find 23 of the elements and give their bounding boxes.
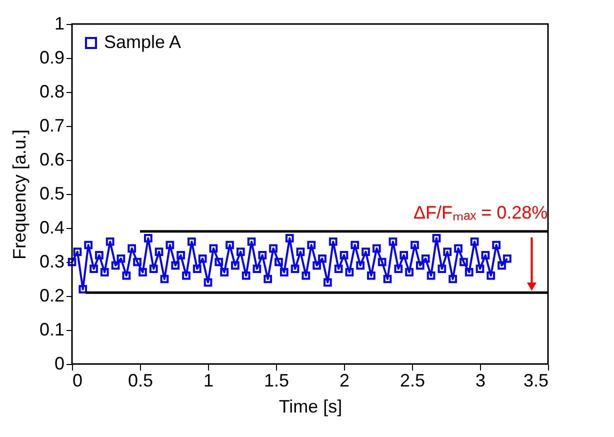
x-tick-label: 2 <box>339 370 350 390</box>
x-tick-label: 3.5 <box>523 370 548 390</box>
y-tick-label: 0.3 <box>39 252 64 272</box>
x-tick-label: 0 <box>72 370 83 390</box>
y-tick-label: 0.5 <box>39 184 64 204</box>
y-tick-label: 0.6 <box>39 150 64 170</box>
y-tick-label: 0.7 <box>39 116 64 136</box>
x-tick-label: 2.5 <box>400 370 426 390</box>
x-axis-title: Time [s] <box>278 396 342 416</box>
y-tick-label: 0.9 <box>39 48 64 68</box>
y-axis-title: Frequency [a.u.] <box>9 129 30 260</box>
x-tick-label: 0.5 <box>128 370 154 390</box>
x-tick-label: 3 <box>475 370 486 390</box>
y-tick-label: 0 <box>54 354 64 374</box>
x-tick-label: 1.5 <box>264 370 290 390</box>
y-tick-label: 0.4 <box>39 218 64 238</box>
y-tick-label: 0.8 <box>39 82 64 102</box>
y-tick-label: 1 <box>54 14 64 34</box>
y-tick-label: 0.2 <box>39 286 64 306</box>
y-tick-label: 0.1 <box>39 320 64 340</box>
legend-label: Sample A <box>104 32 182 52</box>
annotation: ΔF/Fₘₐₓ = 0.28% <box>414 202 548 222</box>
x-tick-label: 1 <box>203 370 214 390</box>
